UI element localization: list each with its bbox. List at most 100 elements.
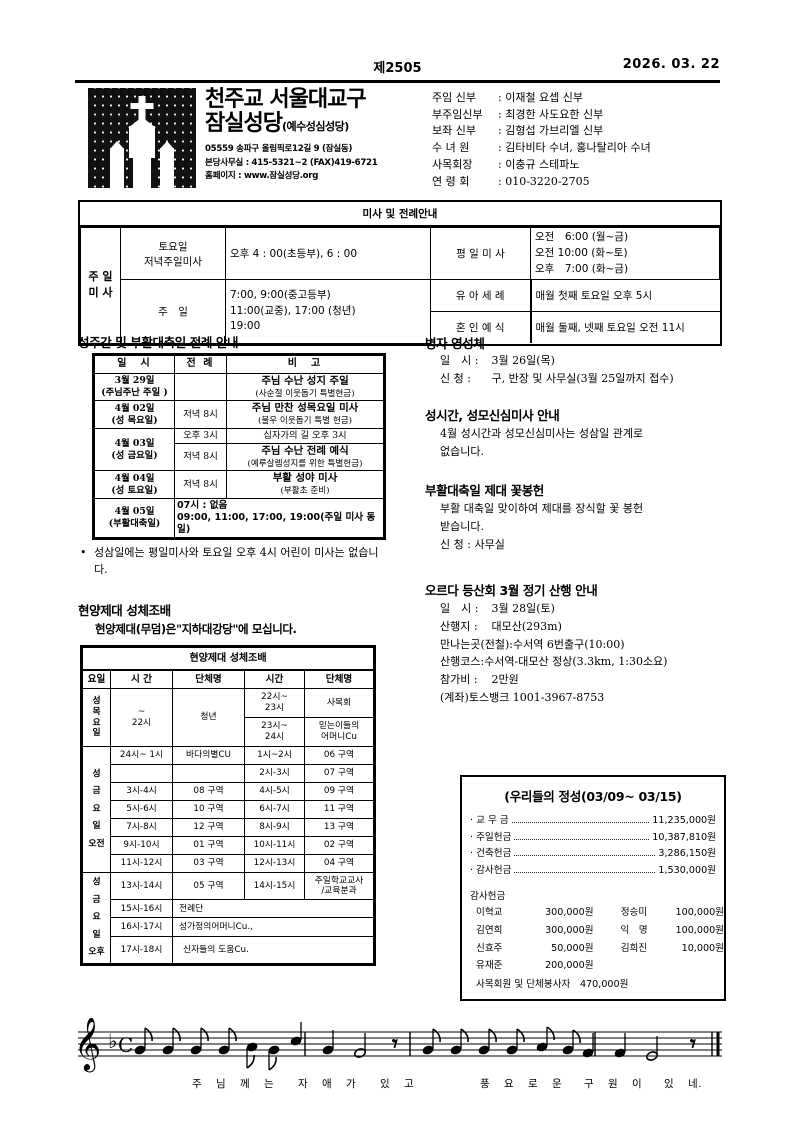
note bbox=[506, 1028, 525, 1055]
hiking-club-heading: 오르다 등산회 3월 정기 산행 안내 bbox=[425, 583, 598, 598]
church-contact: 05559 송파구 올림픽로12길 9 (잠실동) 본당사무실 : 415-53… bbox=[205, 143, 430, 183]
note bbox=[134, 1027, 153, 1055]
info-line: 만나는곳(전철):수서역 6번출구(10:00) bbox=[440, 637, 625, 651]
bullet-icon: • bbox=[80, 546, 87, 559]
hw-note: 주님 수난 성지 주일 (사순절 이웃돕기 특별현금) bbox=[226, 372, 384, 402]
thu-time-3: 23시~ 24시 bbox=[244, 717, 305, 747]
info-line: 산행지 : 대모산(293m) bbox=[440, 619, 562, 633]
hw-rite: 저녁 8시 bbox=[174, 442, 227, 472]
table-row: 16시-17시 성가정의어머니Cu., bbox=[83, 917, 374, 937]
note bbox=[162, 1027, 181, 1055]
note bbox=[268, 1045, 280, 1071]
col-weekday: 요일 bbox=[82, 669, 111, 689]
sacrament-value-cell: 매월 첫째 토요일 오후 5시 매월 둘째, 넷째 토요일 오전 11시 bbox=[530, 280, 720, 344]
lyric-syllable: 께 bbox=[240, 1078, 251, 1090]
fri-time-1: 11시-12시 bbox=[110, 854, 173, 873]
wedding-label: 혼 인 예 식 bbox=[431, 311, 531, 344]
hw-note: 부활 성야 미사 (부활초 준비) bbox=[226, 470, 384, 500]
fri-time-1: 3시-4시 bbox=[110, 782, 173, 801]
fri-group-2: 09 구역 bbox=[304, 782, 374, 801]
note bbox=[562, 1029, 581, 1055]
table-header-row: 일 시 전 례 비 고 bbox=[94, 355, 384, 374]
fri-time-2: 4시-5시 bbox=[244, 782, 305, 801]
lyric-syllable: 고 bbox=[404, 1078, 415, 1090]
donor-name: 김희진 bbox=[620, 942, 648, 954]
col-date: 일 시 bbox=[94, 355, 175, 374]
flat-key-signature-icon: ♭ bbox=[108, 1029, 117, 1053]
donor-name: 신효주 bbox=[476, 942, 503, 954]
lyric-syllable: 풍 bbox=[480, 1078, 491, 1090]
hw-easter-times: 07시 : 없음 09:00, 11:00, 17:00, 19:00(주일 미… bbox=[174, 498, 384, 538]
parish-name-main: 잠실성당 bbox=[205, 111, 283, 137]
hw-date: 4월 02일 (성 목요일) bbox=[94, 400, 175, 429]
offering-list: · 교 무 금 11,235,000원 · 주일헌금 10,387,810원 ·… bbox=[462, 813, 724, 879]
staff-label: 부주임신부 bbox=[432, 107, 483, 121]
staff-label: 수 녀 원 bbox=[432, 141, 470, 155]
table-row: 17시-18시 신자들의 도움Cu. bbox=[83, 935, 374, 964]
table-row: 성 금 요 일 오전 24시~ 1시 바다의별CU 1시~2시 06 구역 bbox=[82, 746, 374, 873]
donor-name: 정승미 bbox=[620, 907, 648, 918]
staff-label: 연 령 회 bbox=[432, 174, 470, 188]
donor-name: 익 명 bbox=[620, 924, 648, 936]
lyric-syllable: 있 bbox=[664, 1078, 675, 1090]
fripm-group-wide: 성가정의어머니Cu., bbox=[172, 917, 374, 937]
table-row: 매월 첫째 토요일 오후 5시 bbox=[530, 280, 720, 313]
header-meta-line: 제2505 2026. 03. 22 bbox=[75, 57, 720, 79]
fri-group-1: 바다의별CU bbox=[172, 746, 245, 765]
church-office-phone: 본당사무실 : 415-5321~2 (FAX)419-6721 bbox=[205, 157, 378, 168]
thu-time-2: 22시~ 23시 bbox=[244, 688, 305, 718]
hw-note: 십자가의 길 오후 3시 bbox=[226, 427, 384, 444]
fri-time-2: 1시~2시 bbox=[244, 746, 305, 765]
info-line: 신 청 : 구, 반장 및 사무실(3월 25일까지 접수) bbox=[440, 371, 674, 385]
diocese-name: 천주교 서울대교구 bbox=[205, 87, 367, 112]
table-row: 혼 인 예 식 bbox=[431, 311, 531, 344]
saturday-vigil-times: 오후 4 : 00(초등부), 6 : 00 bbox=[225, 226, 431, 281]
hw-note: 주님 수난 전례 예식 (예루살렘성지를 위한 특별헌금) bbox=[226, 442, 384, 472]
col-group-1: 단체명 bbox=[172, 669, 245, 689]
fri-time-2: 6시-7시 bbox=[244, 800, 305, 819]
lyric-syllable: 님 bbox=[216, 1078, 227, 1090]
col-note: 비 고 bbox=[226, 355, 384, 374]
donor-amount: 200,000원 bbox=[545, 960, 594, 972]
donor-name: 이혁교 bbox=[476, 907, 503, 918]
table-header-row: 요일 시 간 단체명 시간 단체명 bbox=[82, 669, 374, 689]
fripm-time-1: 17시-18시 bbox=[110, 935, 173, 964]
lyric-syllable: 로 bbox=[528, 1078, 539, 1090]
fripm-group-wide: 신자들의 도움Cu. bbox=[172, 935, 374, 964]
lyric-syllable: 원 bbox=[608, 1078, 619, 1090]
leader-dots bbox=[514, 854, 656, 856]
donor-amount: 100,000원 bbox=[675, 907, 725, 918]
treble-clef-icon: 𝄞 bbox=[74, 1016, 101, 1072]
header-divider bbox=[75, 80, 720, 83]
fri-group-1: 01 구역 bbox=[172, 836, 245, 855]
thu-time: ~22시 bbox=[110, 688, 173, 747]
holy-week-table: 일 시 전 례 비 고 3월 29일 (주님주난 주일 ) 주님 수난 성지 주일… bbox=[92, 353, 386, 540]
thu-group-3: 믿는이들의 어머니Cu bbox=[304, 717, 374, 747]
donor-amount: 10,000원 bbox=[681, 942, 724, 954]
table-row: 2시-3시 07 구역 bbox=[83, 764, 374, 783]
table-row: 유 아 세 례 bbox=[431, 280, 531, 313]
lyric-syllable: 운 bbox=[552, 1078, 563, 1090]
thu-group: 청년 bbox=[172, 688, 245, 747]
table-row: 7시-8시 12 구역 8시-9시 13 구역 bbox=[83, 818, 374, 837]
staff-label: 주임 신부 bbox=[432, 91, 476, 104]
table-row: 신효주 50,000원 김희진 10,000원 bbox=[476, 940, 724, 958]
fripm-group-wide: 전례단 bbox=[172, 899, 374, 919]
fri-group-1: 12 구역 bbox=[172, 818, 245, 837]
sunday-label: 주 일 bbox=[120, 279, 226, 344]
mass-schedule-table: 미사 및 전례안내 주 일 미 사 토요일 저녁주일미사 오후 4 : 00(초… bbox=[78, 200, 722, 346]
holy-hour-heading: 성시간, 성모신심미사 안내 bbox=[425, 408, 560, 423]
church-address: 05559 송파구 올림픽로12길 9 (잠실동) bbox=[205, 144, 353, 155]
church-logo-icon bbox=[88, 88, 196, 188]
table-row: 이혁교 300,000원 정승미 100,000원 bbox=[476, 904, 724, 922]
sheet-music-staff: 𝄞 ♭ C bbox=[74, 1016, 722, 1072]
hw-date: 4월 05일 (부활대축일) bbox=[94, 498, 175, 538]
note bbox=[246, 1042, 258, 1069]
hw-rite: 저녁 8시 bbox=[174, 470, 227, 500]
col-time-1: 시 간 bbox=[110, 669, 173, 689]
holy-week-heading: 성주간 및 부활대축일 전례 안내 bbox=[78, 335, 239, 350]
weekday-friday-am-label: 성 금 요 일 오전 bbox=[82, 746, 111, 873]
offering-title: (우리들의 정성(03/09~ 03/15) bbox=[504, 789, 682, 804]
thanks-offering-table: 이혁교 300,000원 정승미 100,000원 김연희 300,000원 익… bbox=[476, 904, 724, 975]
fri-group-1: 03 구역 bbox=[172, 854, 245, 873]
